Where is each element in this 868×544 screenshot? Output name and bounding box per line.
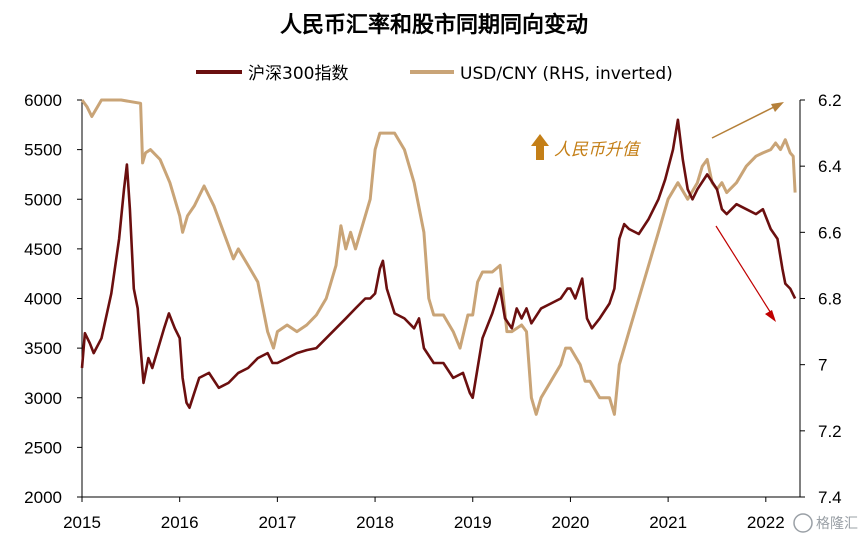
x-tick-label: 2022 — [747, 513, 785, 532]
left-tick-label: 4500 — [24, 240, 62, 259]
watermark-logo-icon — [793, 513, 813, 533]
axes: 6000 5500 5000 4500 4000 3500 3000 2500 2000 6.2 6… — [24, 91, 841, 532]
right-tick-label: 6.2 — [818, 91, 842, 110]
x-tick-label: 2015 — [63, 513, 101, 532]
trend-arrow-up — [711, 103, 781, 139]
series-line-hs300 — [80, 118, 797, 409]
trend-arrow-up-head — [771, 102, 784, 112]
right-tick-label: 6.8 — [818, 290, 842, 309]
right-tick-label: 7 — [818, 356, 827, 375]
right-tick-label: 6.6 — [818, 223, 842, 242]
x-tick-label: 2018 — [356, 513, 394, 532]
x-tick-label: 2020 — [552, 513, 590, 532]
left-tick-label: 5500 — [24, 141, 62, 160]
right-tick-label: 7.4 — [818, 488, 842, 507]
left-tick-label: 4000 — [24, 290, 62, 309]
left-tick-label: 2500 — [24, 438, 62, 457]
x-tick-label: 2016 — [161, 513, 199, 532]
legend: 沪深300指数 USD/CNY (RHS, inverted) — [196, 64, 673, 84]
legend-label-hs300: 沪深300指数 — [248, 64, 348, 84]
legend-label-usdcny: USD/CNY (RHS, inverted) — [460, 64, 673, 84]
left-tick-label: 3500 — [24, 339, 62, 358]
trend-arrow-down — [715, 225, 775, 319]
left-tick-label: 5000 — [24, 190, 62, 209]
watermark: 格隆汇 — [793, 513, 858, 533]
left-tick-label: 2000 — [24, 488, 62, 507]
series-line-usdcny — [80, 98, 797, 416]
appreciation-annotation: 人民币升值 — [531, 134, 641, 160]
right-tick-label: 7.2 — [818, 422, 842, 441]
x-tick-label: 2019 — [454, 513, 492, 532]
up-arrow-icon — [531, 134, 549, 160]
right-tick-label: 6.4 — [818, 157, 842, 176]
chart-title: 人民币汇率和股市同期同向变动 — [280, 12, 588, 38]
trend-arrow-down-head — [765, 310, 776, 322]
left-tick-label: 6000 — [24, 91, 62, 110]
x-tick-label: 2017 — [258, 513, 296, 532]
x-tick-label: 2021 — [649, 513, 687, 532]
watermark-text: 格隆汇 — [816, 516, 858, 532]
annotation-text: 人民币升值 — [554, 140, 641, 160]
left-tick-label: 3000 — [24, 389, 62, 408]
trend-arrows — [711, 102, 784, 322]
series-lines — [80, 98, 797, 416]
